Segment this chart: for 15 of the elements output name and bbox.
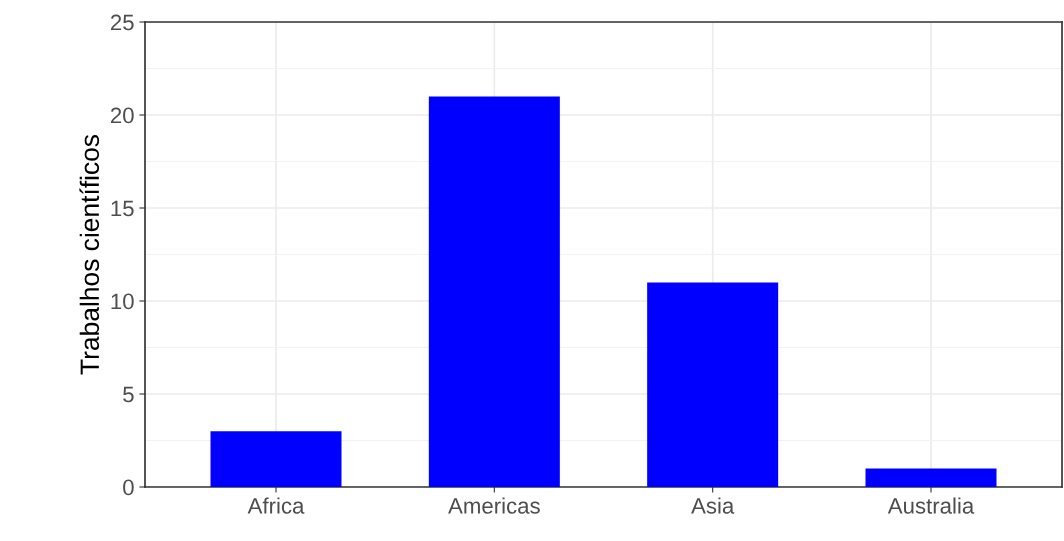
x-tick-label: Australia [887, 497, 975, 514]
x-tick-label: Americas [448, 497, 540, 514]
y-tick-label: 25 [110, 14, 134, 31]
y-axis-title: Trabalhos científicos [79, 134, 100, 375]
x-tick-label: Asia [691, 497, 735, 514]
bar [428, 96, 560, 487]
y-tick-label: 0 [123, 479, 134, 496]
bar [210, 431, 342, 487]
y-tick-label: 10 [111, 293, 134, 310]
x-tick-label: Africa [247, 497, 305, 514]
bar [647, 282, 779, 487]
bar [865, 468, 997, 487]
y-tick-label: 5 [123, 386, 134, 403]
y-tick-label: 15 [111, 200, 134, 217]
y-tick-label: 20 [110, 107, 134, 124]
